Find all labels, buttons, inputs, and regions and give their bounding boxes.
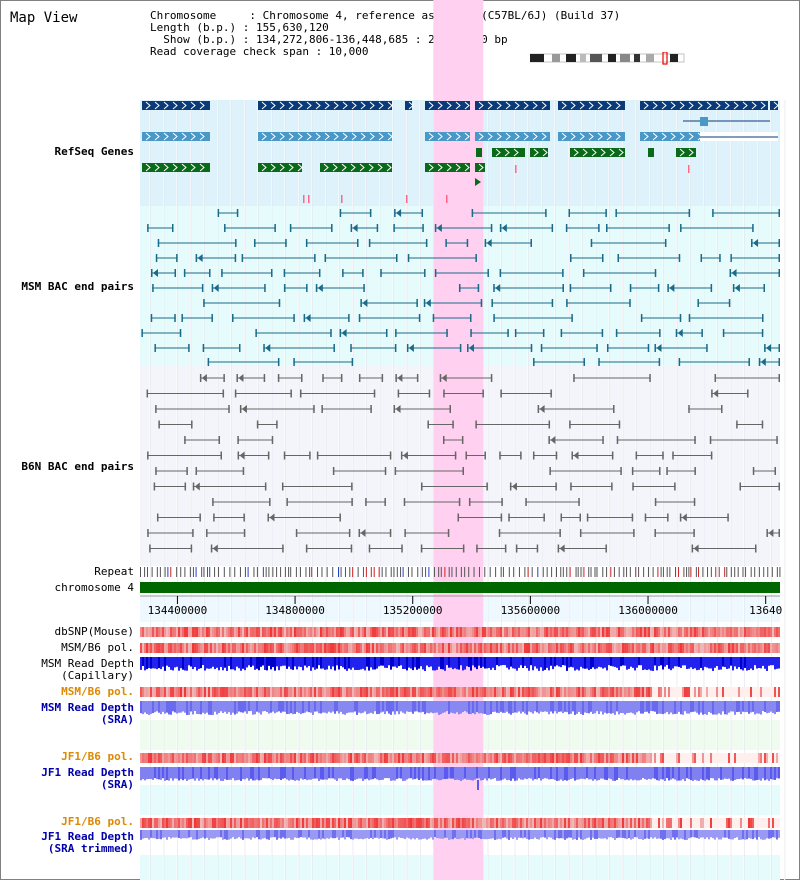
label-dbsnp: dbSNP(Mouse) [54,625,134,638]
ideogram-region-marker [662,52,668,65]
label-jf1-depth-sra: JF1 Read Depth [41,766,134,779]
label-jf1-b6-pol-2: JF1/B6 pol. [61,815,134,828]
label-msm-depth-sra-sub: (SRA) [100,713,134,726]
info-chromosome: Chromosome : Chromosome 4, reference ass… [150,9,621,22]
label-msm-depth-capillary: MSM Read Depth [41,657,134,670]
info-length: Length (b.p.) : 155,630,120 [150,21,329,34]
label-msm-depth-capillary-sub: (Capillary) [61,669,134,682]
label-jf1-depth-trimmed-sub: (SRA trimmed) [47,842,134,855]
label-repeat: Repeat [94,565,134,578]
label-msm-depth-sra: MSM Read Depth [41,701,134,714]
page-title: Map View [10,10,78,26]
label-chromosome: chromosome 4 [54,581,134,594]
label-jf1-depth-sra-sub: (SRA) [100,778,134,791]
chromosome-info: Chromosome : Chromosome 4, reference ass… [150,10,620,58]
label-msm-bac-end-pairs: MSM BAC end pairs [21,280,134,293]
label-msm-b6-pol-1: MSM/B6 pol. [61,641,134,654]
label-jf1-b6-pol-1: JF1/B6 pol. [61,750,134,763]
label-b6n-bac-end-pairs: B6N BAC end pairs [21,460,134,473]
info-coverage-span: Read coverage check span : 10,000 [150,45,369,58]
label-refseq-genes: RefSeq Genes [54,145,134,158]
label-msm-b6-pol-2: MSM/B6 pol. [61,685,134,698]
chromosome-ideogram[interactable] [530,52,690,66]
label-jf1-depth-trimmed: JF1 Read Depth [41,830,134,843]
